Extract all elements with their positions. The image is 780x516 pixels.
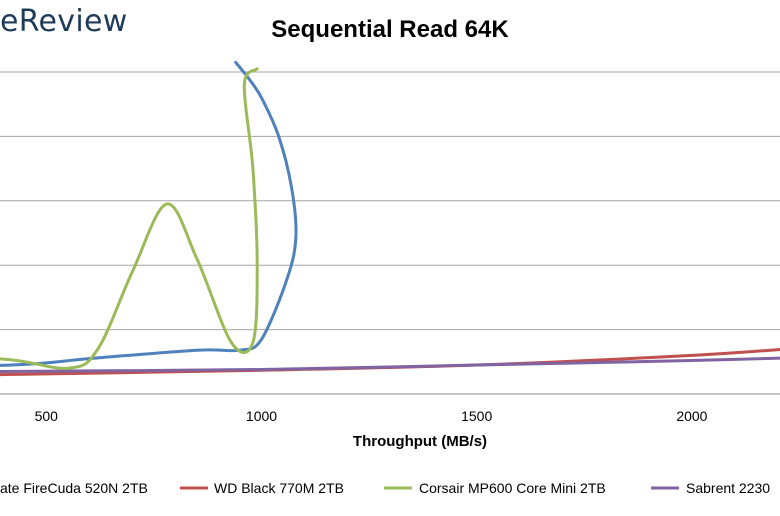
series-line-0	[0, 60, 298, 367]
series-line-3	[0, 356, 780, 373]
x-tick-label: 500	[35, 408, 59, 424]
x-tick-label: 2000	[676, 408, 707, 424]
grid-lines	[0, 71, 780, 395]
legend-label-2: Corsair MP600 Core Mini 2TB	[419, 480, 606, 496]
x-tick-label: 1000	[246, 408, 277, 424]
chart-title: Sequential Read 64K	[271, 16, 509, 43]
series-line-1	[0, 348, 780, 377]
x-tick-label: 1500	[461, 408, 492, 424]
x-tick-labels: 5001000150020002500300035004	[35, 408, 708, 424]
brand-logo: eReview	[0, 4, 128, 39]
x-axis-label: Throughput (MB/s)	[353, 433, 487, 450]
legend-label-3: Sabrent 2230	[686, 480, 770, 496]
series-line-2	[0, 67, 259, 370]
legend-label-0: ate FireCuda 520N 2TB	[0, 480, 148, 496]
series-lines	[0, 60, 780, 377]
legend: ate FireCuda 520N 2TB WD Black 770M 2TB Co…	[0, 480, 770, 496]
legend-label-1: WD Black 770M 2TB	[214, 480, 344, 496]
